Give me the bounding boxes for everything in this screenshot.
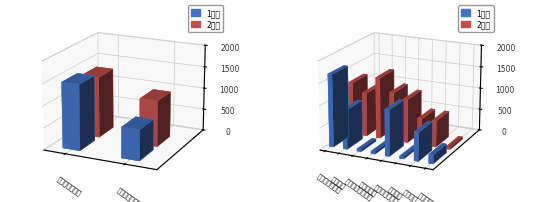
- Legend: 1年目, 2年目: 1年目, 2年目: [458, 6, 493, 32]
- Legend: 1年目, 2年目: 1年目, 2年目: [188, 6, 223, 32]
